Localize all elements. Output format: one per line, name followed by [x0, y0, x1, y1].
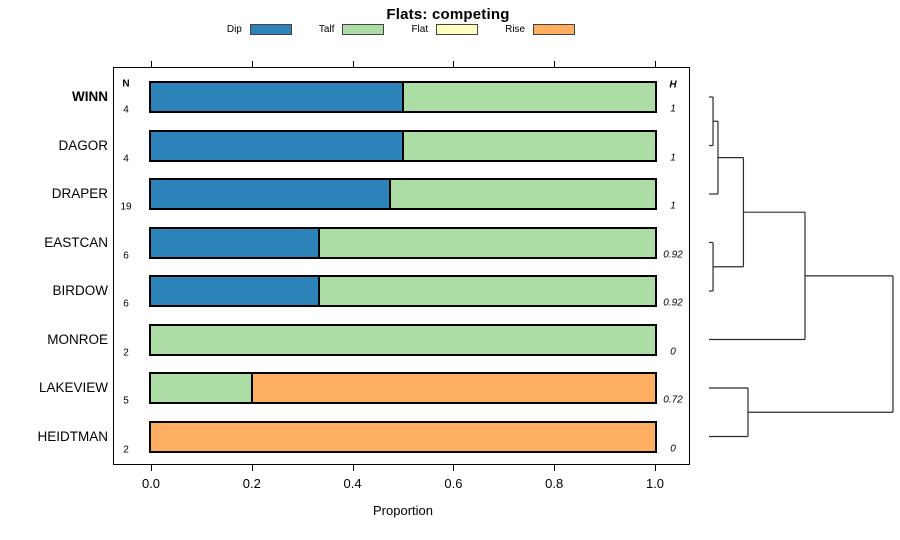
bar-segment-rise — [251, 374, 655, 402]
legend-swatch-flat-icon — [436, 24, 479, 35]
h-value: 0.92 — [663, 297, 683, 309]
legend-swatch-rise-icon — [533, 24, 576, 35]
bar-segment-dip — [151, 131, 402, 160]
row-label-lakeview: LAKEVIEW — [38, 380, 108, 395]
bar-monroe — [149, 323, 657, 356]
n-value: 2 — [123, 444, 129, 455]
bar-segment-talf — [402, 83, 655, 111]
bar-segment-talf — [402, 131, 655, 160]
h-value: 0.92 — [663, 249, 683, 260]
axis-tick-top — [151, 61, 152, 67]
axis-tick-top — [251, 61, 253, 67]
bar-segment-dip — [151, 180, 389, 208]
legend-label: Dip — [226, 24, 242, 35]
axis-tick-label: 0.6 — [444, 476, 463, 491]
axis-tick-top — [554, 61, 556, 67]
h-value: 0 — [670, 346, 676, 357]
bar-lakeview — [149, 372, 657, 404]
row-label-dagor: DAGOR — [58, 137, 108, 153]
bar-segment-dip — [151, 83, 402, 111]
bar-draper — [149, 178, 657, 210]
axis-tick-top — [352, 61, 354, 67]
h-value: 1 — [670, 152, 676, 163]
legend: Dip Talf Flat Rise — [113, 24, 689, 35]
row-label-monroe: MONROE — [47, 331, 108, 347]
bar-segment-talf — [388, 180, 655, 208]
n-value: 4 — [123, 104, 129, 116]
row-label-heidtman: HEIDTMAN — [37, 428, 109, 444]
n-value: 6 — [123, 298, 129, 310]
bar-birdow — [149, 275, 657, 307]
bar-segment-dip — [151, 277, 319, 305]
axis-tick-bottom — [453, 465, 455, 471]
legend-swatch-talf-icon — [342, 24, 385, 35]
legend-item-flat: Flat — [411, 24, 479, 35]
bar-segment-talf — [318, 228, 655, 257]
bar-winn — [149, 81, 657, 113]
h-value: 0 — [670, 443, 676, 454]
legend-label: Flat — [411, 24, 429, 35]
n-value: 19 — [120, 201, 132, 213]
axis-tick-label: 0.0 — [141, 476, 161, 491]
bar-segment-talf — [318, 277, 655, 305]
n-value: 2 — [123, 347, 129, 358]
legend-item-dip: Dip — [227, 24, 292, 35]
legend-swatch-dip-icon — [249, 24, 292, 35]
axis-tick-label: 0.4 — [343, 476, 362, 491]
n-value: 4 — [123, 153, 129, 164]
axis-tick-bottom — [251, 465, 253, 471]
h-value: 0.72 — [663, 394, 683, 406]
n-value: 5 — [123, 395, 129, 407]
axis-tick-label: 1.0 — [645, 476, 665, 491]
bar-segment-talf — [151, 374, 252, 402]
bar-segment-rise — [151, 422, 655, 451]
bar-segment-dip — [151, 228, 319, 257]
axis-tick-bottom — [655, 465, 656, 471]
row-label-draper: DRAPER — [51, 186, 108, 201]
axis-tick-label: 0.2 — [242, 476, 261, 491]
legend-label: Rise — [505, 24, 526, 35]
h-value: 1 — [670, 103, 676, 115]
h-column-header: H — [669, 79, 677, 91]
n-column-header: N — [122, 78, 130, 90]
row-label-winn: WINN — [72, 89, 108, 104]
row-label-birdow: BIRDOW — [52, 283, 109, 298]
chart-title: Flats: competing — [386, 6, 510, 23]
axis-tick-top — [453, 61, 455, 67]
n-value: 6 — [123, 250, 129, 261]
plot-area — [113, 67, 690, 465]
axis-tick-top — [655, 61, 656, 67]
axis-tick-label: 0.8 — [545, 476, 564, 491]
legend-label: Talf — [318, 24, 335, 35]
legend-item-rise: Rise — [505, 24, 576, 35]
x-axis-title: Proportion — [373, 503, 433, 518]
axis-tick-bottom — [554, 465, 556, 471]
axis-tick-bottom — [352, 465, 354, 471]
axis-tick-bottom — [151, 465, 152, 471]
bar-eastcan — [149, 226, 657, 259]
row-label-eastcan: EASTCAN — [44, 234, 108, 250]
h-value: 1 — [670, 200, 676, 212]
bar-heidtman — [149, 420, 657, 453]
bar-dagor — [149, 129, 657, 162]
legend-item-talf: Talf — [319, 24, 385, 35]
bar-segment-talf — [151, 325, 655, 354]
